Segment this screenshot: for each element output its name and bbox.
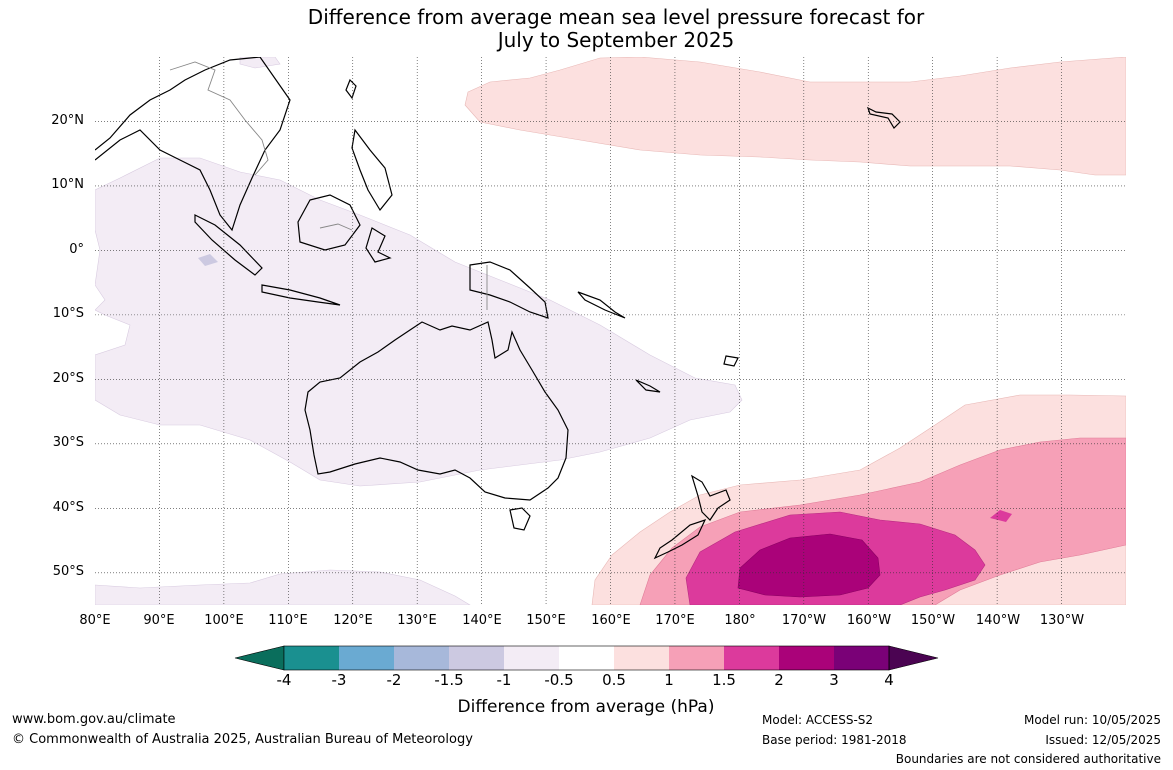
lon-label-80e: 80°E [79,613,111,628]
contour-plus-0.5-north [464,57,1126,176]
lon-label-160w: 160°W [846,613,892,628]
lat-label-10n: 10°N [51,177,84,192]
contour-plus-2 [737,533,881,598]
tasmania-coast [509,507,531,531]
model-run-text: Model run: 10/05/2025 [1023,713,1161,727]
lat-label-40s: 40°S [52,500,84,515]
website-link[interactable]: www.bom.gov.au/climate [12,712,176,727]
lon-label-90e: 90°E [143,613,175,628]
colorbar-tick-label: -1 [496,671,512,689]
colorbar-bin [614,646,670,670]
lon-label-160e: 160°E [591,613,631,628]
colorbar [234,645,939,671]
contour-minus-0.5-tas-sea [239,57,281,69]
chart-title-line-1: Difference from average mean sea level p… [307,5,925,29]
colorbar-bin [449,646,505,670]
colorbar-tick-label: 1 [664,671,674,689]
colorbar-title: Difference from average (hPa) [457,697,715,717]
colorbar-high-extend [888,645,939,671]
colorbar-tick-label: -3 [331,671,347,689]
contour-plus-1.5-patch [990,510,1012,522]
colorbar-tick-label: 0.5 [602,671,626,689]
colorbar-tick-label: -2 [386,671,402,689]
lat-label-30s: 30°S [52,435,84,450]
new-zealand-south-coast [653,518,707,560]
contour-minus-0.5 [95,157,743,487]
borneo-coast [297,194,361,251]
lat-label-20n: 20°N [51,113,84,128]
disclaimer-text: Boundaries are not considered authoritat… [895,752,1161,766]
colorbar-bin [834,646,890,670]
colorbar-tick-label: 4 [884,671,894,689]
lon-label-130e: 130°E [397,613,437,628]
sulawesi-coast [365,227,392,263]
lon-label-150w: 150°W [910,613,956,628]
lon-label-100e: 100°E [204,613,244,628]
new-zealand-north-coast [690,474,731,521]
borneo-border [319,223,353,231]
coastlines [95,57,901,560]
new-guinea-coast [469,261,549,319]
colorbar-tick-label: 2 [774,671,784,689]
lon-label-170w: 170°W [781,613,827,628]
colorbar-bin [779,646,835,670]
colorbar-bin [724,646,780,670]
chart-title-line-2: July to September 2025 [497,28,735,52]
contour-minus-0.5-south [95,569,471,605]
colorbar-tick-label: 3 [829,671,839,689]
solomon-islands-coast [577,291,626,319]
lat-label-0: 0° [69,242,84,257]
taiwan-coast [345,78,357,100]
australia-coast [304,321,569,501]
colorbar-tick-label: 1.5 [712,671,736,689]
lat-label-10s: 10°S [52,306,84,321]
graticule [95,57,1126,605]
lon-label-110e: 110°E [268,613,308,628]
lat-label-50s: 50°S [52,564,84,579]
indochina-borders [169,61,269,176]
copyright-text: © Commonwealth of Australia 2025, Austra… [12,732,473,747]
colorbar-tick-label: -4 [276,671,292,689]
hawaii-coast [866,106,901,129]
base-period-text: Base period: 1981-2018 [762,733,907,747]
colorbar-bin [504,646,560,670]
lon-label-150e: 150°E [526,613,566,628]
model-text: Model: ACCESS-S2 [762,713,874,727]
colorbar-bin [394,646,450,670]
colorbar-tick-label: -0.5 [544,671,574,689]
issued-text: Issued: 12/05/2025 [1045,733,1161,747]
colorbar-bin [669,646,725,670]
sumatra-coast [194,214,263,276]
colorbar-bin [284,646,340,670]
fiji-coast [723,355,739,367]
colorbar-bin [559,646,615,670]
java-coast [261,284,341,306]
lat-label-20s: 20°S [52,371,84,386]
lon-label-180: 180° [724,613,756,628]
contour-minus-1-patch [198,254,218,266]
colorbar-low-extend [234,645,285,671]
new-caledonia-coast [635,379,661,393]
colorbar-bin [339,646,395,670]
map-area [95,57,1126,605]
country-borders [169,61,488,310]
lon-label-140e: 140°E [462,613,502,628]
lon-label-140w: 140°W [975,613,1021,628]
colorbar-tick-label: -1.5 [434,671,464,689]
philippines-coast [351,128,393,212]
lon-label-170e: 170°E [655,613,695,628]
lon-label-130w: 130°W [1039,613,1085,628]
lon-label-120e: 120°E [333,613,373,628]
